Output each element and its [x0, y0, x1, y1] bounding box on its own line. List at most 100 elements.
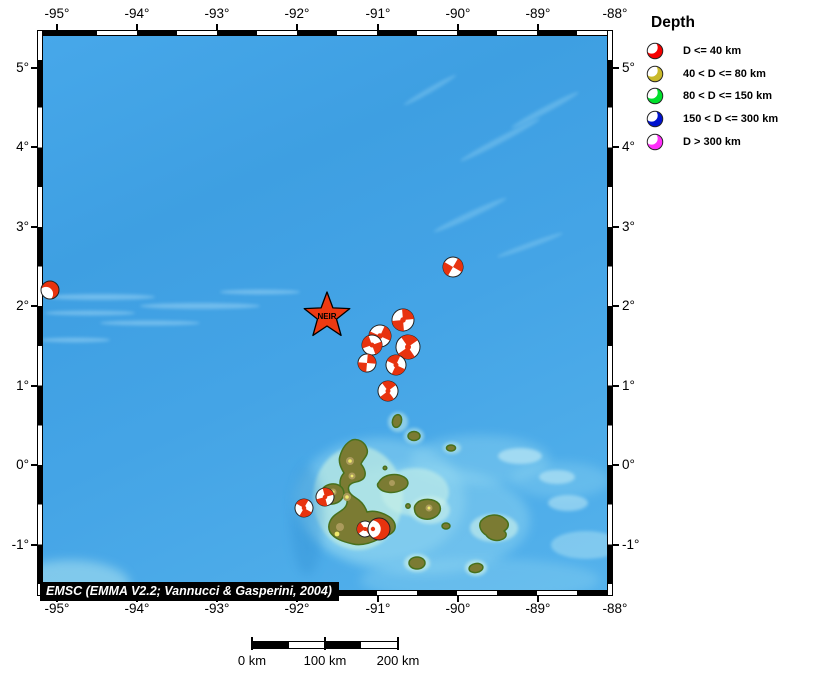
scale-bar: 0 km 100 km 200 km [238, 637, 419, 669]
legend-item: D <= 40 km [646, 40, 814, 63]
island-genovesa [445, 444, 457, 452]
lat-tick [613, 305, 619, 307]
scale-bar-tick [397, 637, 399, 650]
lat-tick [613, 146, 619, 148]
lat-label-right: 0° [622, 457, 635, 472]
island-espanola [468, 562, 484, 574]
lat-tick [31, 67, 37, 69]
lon-tick [377, 596, 379, 602]
lon-tick [296, 24, 298, 30]
lon-label-top: -88° [602, 6, 628, 21]
lon-label-top: -89° [525, 6, 551, 21]
lon-label-bottom: -95° [44, 601, 70, 616]
beachball [646, 133, 664, 150]
beachball [646, 88, 664, 105]
legend-beachball-icon [646, 110, 664, 128]
legend-beachball-icon [646, 133, 664, 150]
lat-label-left: -1° [11, 537, 29, 552]
ridge-texture [40, 289, 300, 343]
fracture-texture [403, 74, 579, 258]
legend-item: 80 < D <= 150 km [646, 85, 814, 108]
scale-bar-tick [251, 637, 253, 650]
beachball [315, 487, 335, 507]
lat-label-right: 1° [622, 378, 635, 393]
beachball [646, 65, 664, 83]
legend-items: D <= 40 km 40 < D <= 80 km 80 < D <= 150 k… [646, 40, 814, 153]
beachball-layer: NEIR [40, 256, 464, 541]
island-santa-fe [441, 522, 451, 530]
island-pinta [391, 413, 403, 429]
legend-title: Depth [651, 14, 695, 31]
legend-item-label: 80 < D <= 150 km [683, 90, 772, 103]
lon-label-top: -92° [284, 6, 310, 21]
lon-tick [457, 596, 459, 602]
lat-tick [31, 146, 37, 148]
lon-label-top: -94° [124, 6, 150, 21]
lat-label-left: 5° [16, 60, 29, 75]
lat-tick [613, 67, 619, 69]
lat-tick [31, 544, 37, 546]
lon-tick [216, 24, 218, 30]
legend-item-label: 40 < D <= 80 km [683, 67, 766, 80]
lon-label-top: -95° [44, 6, 70, 21]
scale-bar-tick [324, 637, 326, 650]
lat-label-left: 3° [16, 219, 29, 234]
lat-tick [31, 464, 37, 466]
beachball [385, 354, 407, 376]
epicenter-star-label: NEIR [317, 312, 336, 321]
beachball [357, 353, 377, 373]
lon-tick [537, 24, 539, 30]
beachball [377, 380, 399, 402]
lat-label-right: 4° [622, 139, 635, 154]
lon-label-bottom: -93° [204, 601, 230, 616]
legend-item-label: D <= 40 km [683, 45, 742, 58]
legend-item: 40 < D <= 80 km [646, 63, 814, 86]
legend-item: 150 < D <= 300 km [646, 108, 814, 131]
lon-label-bottom: -91° [365, 601, 391, 616]
beachball [646, 110, 664, 128]
island-san-cristobal [479, 514, 509, 542]
depth-legend: Depth D <= 40 km 40 < D <= 80 km 80 < D <=… [646, 14, 814, 153]
scale-bar-label: 100 km [303, 653, 347, 668]
lat-label-right: 3° [622, 219, 635, 234]
lat-label-right: 5° [622, 60, 635, 75]
lat-tick [613, 385, 619, 387]
map-frame-right [607, 30, 613, 596]
lon-label-bottom: -92° [284, 601, 310, 616]
island-marchena [407, 430, 421, 442]
lon-tick [56, 24, 58, 30]
lon-label-bottom: -90° [445, 601, 471, 616]
legend-beachball-icon [646, 88, 664, 105]
scale-bar-label: 200 km [376, 653, 420, 668]
lat-tick [613, 226, 619, 228]
lon-tick [377, 24, 379, 30]
lon-tick [537, 596, 539, 602]
lat-tick [31, 305, 37, 307]
beachball [361, 334, 383, 356]
lat-label-right: -1° [622, 537, 640, 552]
beachball [442, 256, 464, 278]
beachball [294, 498, 314, 518]
scale-bar-label: 0 km [237, 653, 267, 668]
lat-tick [31, 226, 37, 228]
legend-item: D > 300 km [646, 130, 814, 153]
lat-tick [31, 385, 37, 387]
lon-label-bottom: -94° [124, 601, 150, 616]
lon-label-top: -93° [204, 6, 230, 21]
island-floreana [408, 556, 426, 570]
lat-label-right: 2° [622, 298, 635, 313]
lon-tick [457, 24, 459, 30]
lon-label-top: -90° [445, 6, 471, 21]
lat-label-left: 2° [16, 298, 29, 313]
beachball [40, 280, 60, 300]
legend-item-label: 150 < D <= 300 km [683, 113, 779, 126]
islet [405, 503, 411, 509]
legend-item-label: D > 300 km [683, 135, 741, 148]
lon-label-bottom: -89° [525, 601, 551, 616]
lat-tick [613, 544, 619, 546]
lat-label-left: 0° [16, 457, 29, 472]
lat-label-left: 4° [16, 139, 29, 154]
beachball [391, 308, 415, 332]
lon-tick [136, 24, 138, 30]
